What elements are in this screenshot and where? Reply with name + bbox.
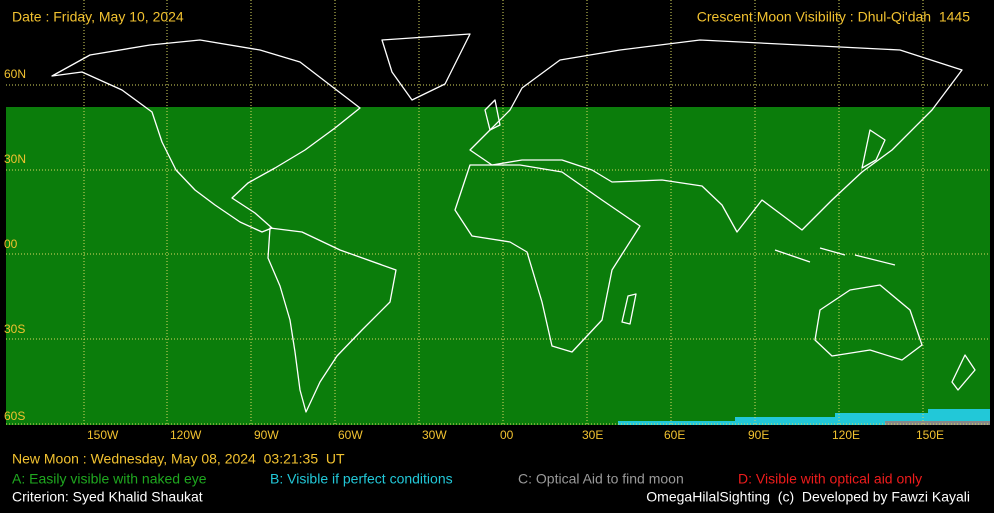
criterion: Criterion: Syed Khalid Shaukat: [12, 489, 203, 505]
lon-label: 30E: [582, 428, 603, 442]
lat-label: 30N: [4, 152, 26, 166]
lon-labels: 150W 120W 90W 60W 30W 00 30E 60E 90E 120…: [87, 428, 944, 442]
date: Date : Friday, May 10, 2024: [12, 9, 184, 25]
lat-labels: 60N 30N 00 30S 60S: [4, 67, 26, 423]
eurasia: [469, 39, 963, 233]
indonesia: [774, 247, 896, 266]
lon-label: 120W: [170, 428, 202, 442]
coastlines: [51, 33, 976, 413]
credits: OmegaHilalSighting (c) Developed by Fawz…: [646, 489, 970, 505]
visibility-zone-a: [6, 107, 990, 425]
map: 60N 30N 00 30S 60S 150W 120W 90W 60W 30W…: [4, 0, 990, 442]
new-moon: New Moon : Wednesday, May 08, 2024 03:21…: [12, 451, 345, 467]
lat-label: 60N: [4, 67, 26, 81]
lon-label: 90W: [254, 428, 279, 442]
new-zealand: [951, 354, 976, 391]
lat-label: 60S: [4, 409, 25, 423]
lat-label: 00: [4, 237, 18, 251]
lon-label: 90E: [748, 428, 769, 442]
madagascar: [621, 293, 637, 325]
lon-label: 60W: [338, 428, 363, 442]
visibility-zone-c: [885, 421, 990, 425]
legend-b: B: Visible if perfect conditions: [270, 471, 453, 487]
lat-label: 30S: [4, 322, 25, 336]
lon-label: 00: [500, 428, 514, 442]
africa: [454, 164, 641, 353]
australia: [814, 284, 923, 361]
lon-label: 150E: [916, 428, 944, 442]
lon-label: 30W: [422, 428, 447, 442]
legend-d: D: Visible with optical aid only: [738, 471, 922, 487]
greenland: [381, 33, 471, 101]
lon-label: 60E: [664, 428, 685, 442]
grid: [6, 0, 990, 425]
south-america: [267, 227, 397, 413]
japan: [861, 129, 886, 169]
lon-label: 120E: [832, 428, 860, 442]
title: Crescent Moon Visibility : Dhul-Qi'dah 1…: [697, 9, 970, 25]
legend-a: A: Easily visible with naked eye: [12, 471, 207, 487]
lon-label: 150W: [87, 428, 119, 442]
british-isles: [484, 99, 501, 131]
legend-c: C: Optical Aid to find moon: [518, 471, 684, 487]
